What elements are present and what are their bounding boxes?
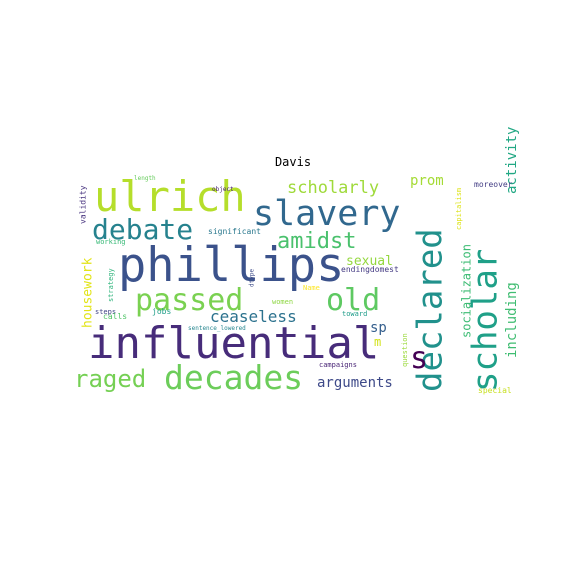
word-raged: raged — [74, 365, 146, 393]
word-declared: declared — [411, 228, 451, 392]
word-name: Name — [303, 284, 320, 292]
word-prom: prom — [410, 173, 444, 189]
word-special: special — [478, 386, 512, 395]
word-calls: calls — [103, 312, 127, 321]
word-socialization: socialization — [460, 244, 474, 338]
word-scholarly: scholarly — [287, 178, 379, 198]
word-s: s — [410, 341, 428, 376]
word-campaigns: campaigns — [319, 361, 357, 369]
word-phillips: phillips — [118, 238, 344, 293]
word-capitalism: capitalism — [455, 188, 463, 230]
word-toward: toward — [342, 310, 367, 318]
word-ceaseless: ceaseless — [210, 307, 297, 326]
word-activity: activity — [504, 127, 520, 194]
word-validity: validity — [79, 185, 88, 224]
word-old: old — [326, 283, 380, 318]
word-slavery: slavery — [253, 194, 401, 234]
word-moreover: moreover — [474, 180, 513, 189]
word-passed: passed — [135, 283, 243, 318]
word-sentence-lowered: sentence_lowered — [188, 325, 246, 332]
word-scholar: scholar — [466, 249, 506, 392]
word-including: including — [504, 282, 520, 358]
word-working: working — [96, 238, 126, 246]
word-amidst: amidst — [277, 229, 356, 254]
word-endingdomest: endingdomest — [341, 265, 399, 274]
word-question: question — [401, 333, 409, 367]
word-decades: decades — [164, 358, 303, 397]
word-arguments: arguments — [317, 375, 393, 391]
word-debate: debate — [92, 213, 193, 246]
word-m: m — [374, 335, 381, 349]
word-women: women — [272, 298, 293, 306]
word-significant: significant — [208, 227, 261, 236]
word-object: object — [212, 186, 234, 193]
word-housework: housework — [81, 257, 96, 328]
word-dtype: dtype — [249, 269, 256, 287]
word-steps: steps — [95, 308, 116, 316]
word-ulrich: ulrich — [94, 172, 246, 221]
word-sexual: sexual — [346, 254, 393, 269]
word-influential: influential — [88, 318, 379, 369]
word-length: length — [134, 175, 156, 182]
word-sp: sp — [370, 320, 387, 336]
word-group: influential phillips ulrich declared scholar… — [74, 127, 520, 397]
word-jobs: jobs — [152, 307, 171, 316]
chart-title: Davis — [275, 155, 311, 169]
word-strategy: strategy — [107, 268, 115, 302]
